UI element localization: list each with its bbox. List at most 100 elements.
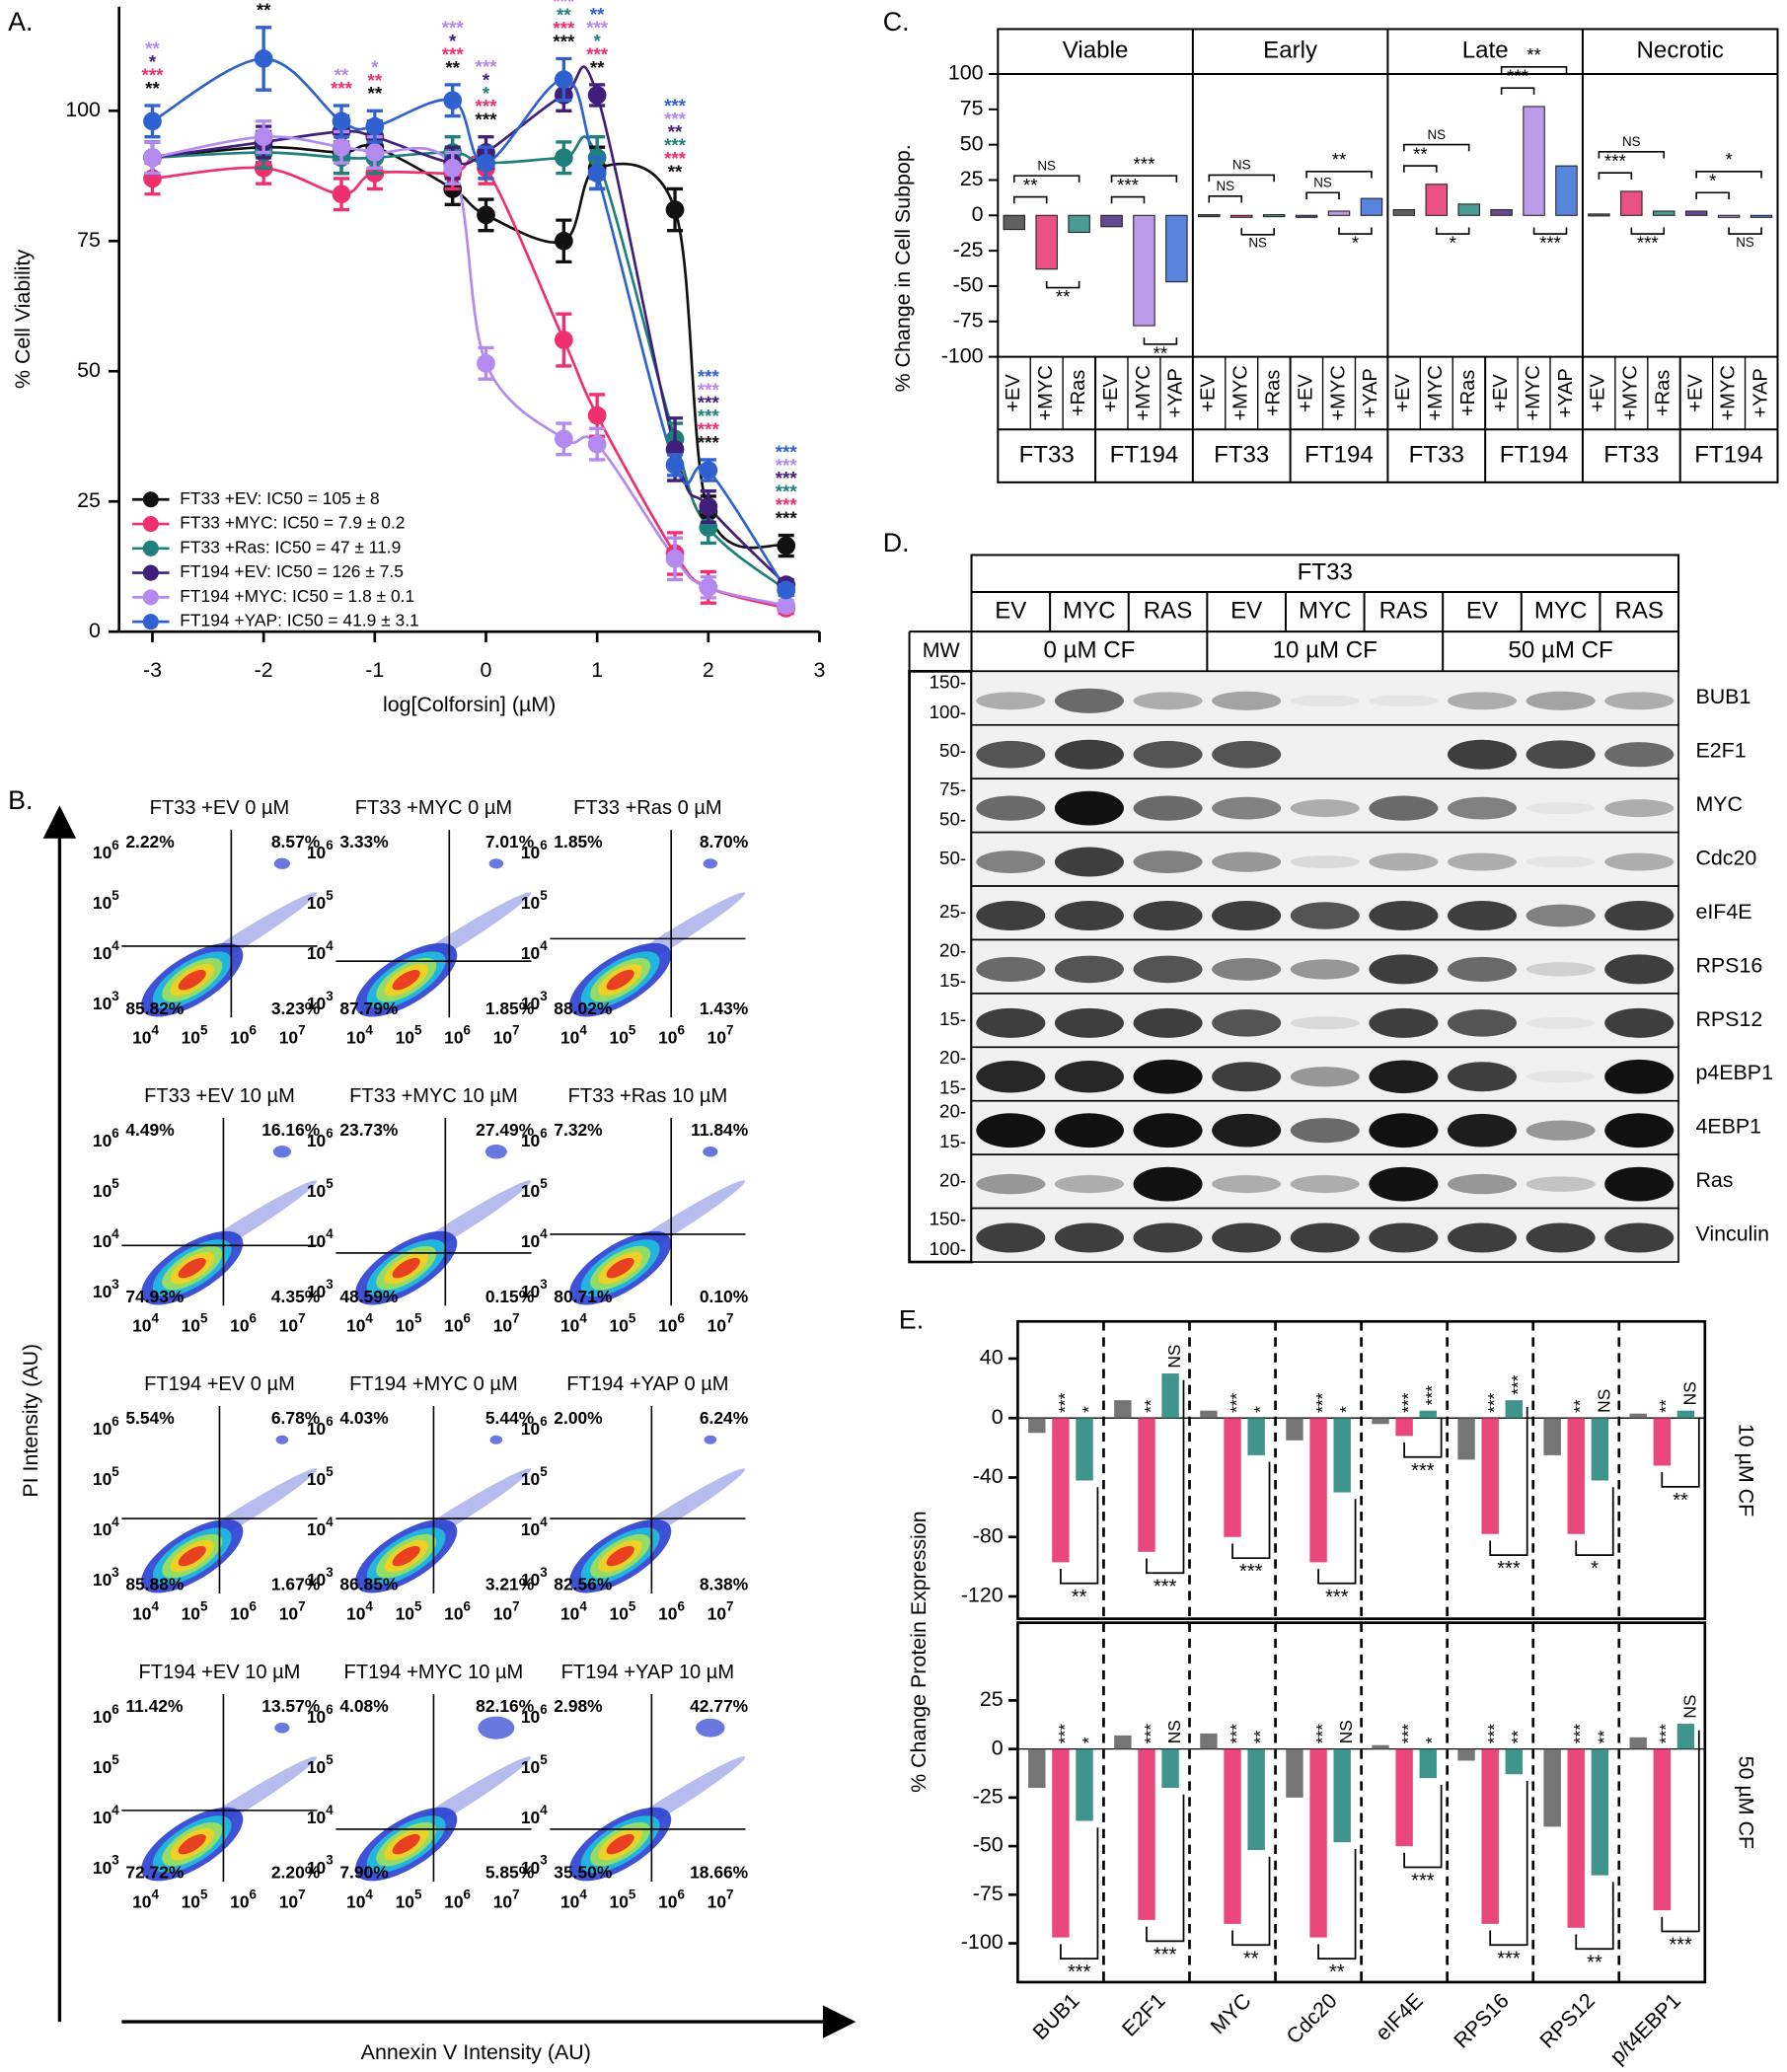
- cloud-upper: [484, 1145, 507, 1159]
- x-tick-label: +MYC: [1327, 365, 1349, 420]
- y-tick-label: 106: [93, 1702, 119, 1727]
- legend-marker: [142, 491, 159, 508]
- lane-label: EV: [1466, 597, 1498, 624]
- tick-base: 10: [346, 1315, 365, 1335]
- quadrant-percent: 74.93%: [125, 1287, 185, 1306]
- condition-label: 0 µM CF: [1044, 637, 1136, 664]
- lane-label: EV: [1230, 597, 1262, 624]
- x-tick-label: 105: [182, 1887, 208, 1911]
- x-tick-label: 106: [444, 1887, 471, 1911]
- x-tick-label: 105: [610, 1887, 636, 1911]
- tick-base: 10: [93, 1231, 112, 1251]
- significance: ***: [698, 432, 720, 453]
- tick-exponent: 4: [540, 1802, 548, 1816]
- tick-base: 10: [493, 1315, 512, 1335]
- tick-base: 10: [307, 843, 326, 862]
- tick-base: 10: [279, 1603, 298, 1623]
- tick-base: 10: [346, 1027, 365, 1047]
- band: [1054, 1113, 1124, 1148]
- band: [1604, 900, 1675, 930]
- significance: ***: [1411, 1871, 1435, 1892]
- band: [1133, 1007, 1203, 1038]
- x-tick-label: 104: [346, 1598, 373, 1623]
- y-tick-label: 106: [93, 1414, 119, 1439]
- x-tick-label: 106: [230, 1022, 257, 1047]
- x-tick-label: 104: [560, 1598, 587, 1623]
- band: [1369, 1166, 1439, 1202]
- tick-exponent: 5: [326, 1463, 334, 1478]
- y-tick-label: -40: [973, 1464, 1004, 1488]
- bracket: [1695, 171, 1762, 179]
- tick-exponent: 6: [326, 1126, 333, 1141]
- bracket: [1661, 1417, 1700, 1488]
- tick-exponent: 7: [512, 1022, 519, 1037]
- tick-base: 10: [444, 1891, 463, 1911]
- tick-exponent: 3: [326, 988, 333, 1002]
- band: [1604, 692, 1675, 710]
- band: [1369, 749, 1438, 760]
- band: [1526, 691, 1596, 710]
- significance: ***: [698, 406, 720, 426]
- cloud-layer: [392, 1545, 420, 1567]
- bracket: [1489, 1780, 1528, 1947]
- data-point: [332, 111, 351, 131]
- y-tick-label: 105: [307, 888, 334, 913]
- bar: [1457, 1748, 1475, 1761]
- legend-marker: [142, 614, 159, 630]
- x-tick-label: 3: [814, 658, 826, 682]
- mw-label: 15-: [939, 1131, 966, 1151]
- y-tick-label: -100: [941, 343, 984, 367]
- band: [976, 851, 1046, 873]
- data-point: [332, 137, 351, 157]
- tick-base: 10: [93, 1131, 112, 1150]
- tick-exponent: 7: [726, 1310, 733, 1325]
- y-tick-label: -120: [961, 1584, 1004, 1607]
- y-tick-label: 105: [93, 1751, 119, 1776]
- y-tick-label: 106: [521, 1126, 548, 1150]
- significance: ***: [1484, 1724, 1504, 1744]
- bracket: [1403, 1417, 1443, 1458]
- condition-label: 10 µM CF: [1273, 637, 1377, 664]
- tick-base: 10: [610, 1891, 629, 1911]
- bar: [1425, 184, 1449, 216]
- quadrant-percent: 82.16%: [476, 1696, 535, 1716]
- bar: [1309, 1418, 1327, 1563]
- y-tick-label: -100: [961, 1930, 1004, 1954]
- tick-exponent: 6: [112, 1126, 118, 1141]
- band: [1369, 900, 1439, 930]
- tick-base: 10: [132, 1891, 151, 1911]
- tick-exponent: 6: [464, 1310, 471, 1325]
- bar: [1523, 106, 1545, 216]
- significance: ***: [1312, 1392, 1332, 1413]
- tick-base: 10: [521, 1419, 540, 1439]
- significance: ***: [776, 468, 798, 488]
- tick-base: 10: [230, 1891, 249, 1911]
- band: [1290, 959, 1360, 980]
- plot-title: FT33 +MYC 0 µM: [355, 797, 512, 819]
- blot-header: FT33: [1298, 559, 1353, 586]
- y-tick-label: 104: [521, 1514, 548, 1538]
- bar: [1068, 214, 1090, 234]
- bar: [1629, 1737, 1647, 1749]
- data-point: [443, 91, 463, 111]
- tick-base: 10: [560, 1027, 579, 1047]
- protein-label: eIF4E: [1695, 900, 1751, 924]
- mw-label: 150-: [930, 1209, 967, 1229]
- bracket: [1208, 195, 1243, 203]
- x-tick-label: 107: [279, 1022, 306, 1047]
- band: [1290, 1118, 1360, 1144]
- data-point: [554, 331, 573, 349]
- tick-base: 10: [307, 1281, 326, 1300]
- y-tick-label: 103: [307, 988, 334, 1012]
- bar: [1629, 1413, 1647, 1419]
- band: [1133, 851, 1203, 873]
- band: [976, 740, 1046, 769]
- x-tick-label: 104: [560, 1022, 587, 1047]
- bracket: [1231, 1856, 1271, 1947]
- quadrant-percent: 82.56%: [554, 1575, 613, 1594]
- x-tick-label: +MYC: [1035, 365, 1057, 420]
- significance: NS: [1164, 1344, 1184, 1368]
- band: [1212, 1222, 1282, 1253]
- significance: ***: [553, 0, 575, 12]
